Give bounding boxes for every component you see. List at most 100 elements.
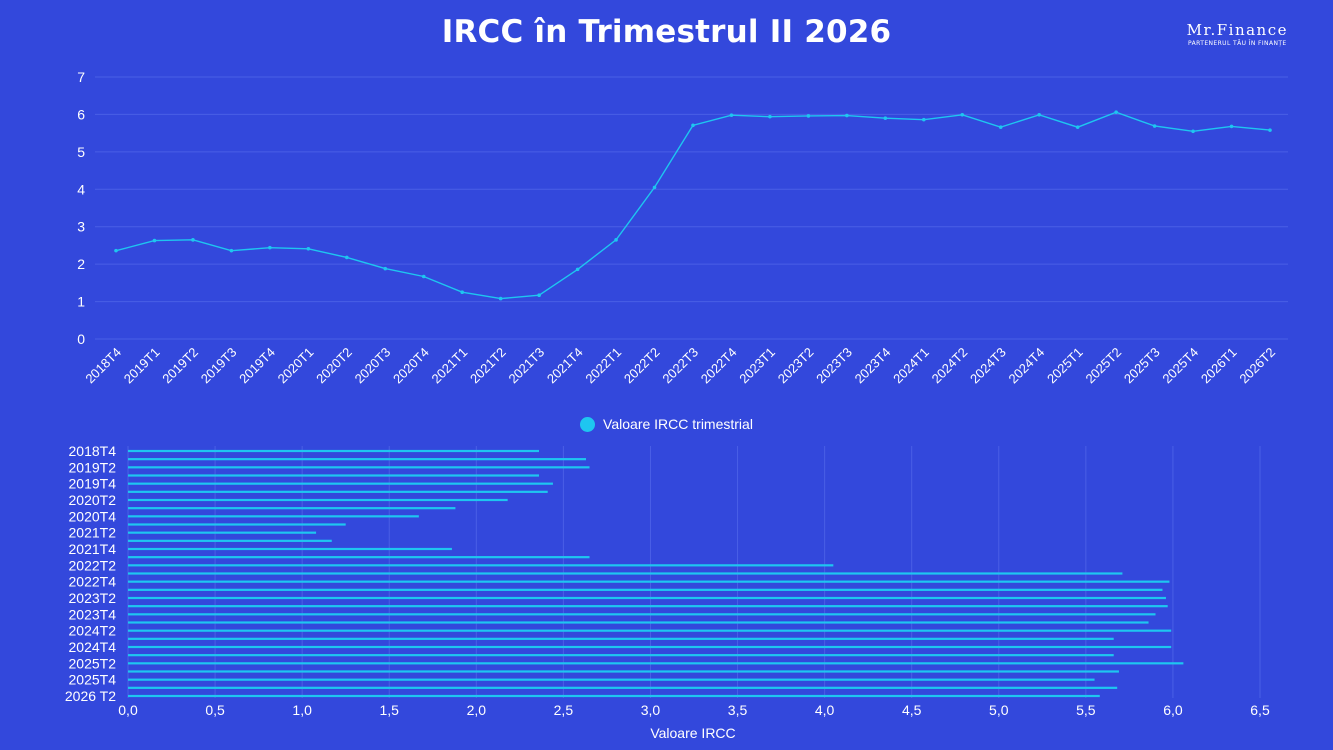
- line-data-point[interactable]: [652, 185, 657, 190]
- bar-2025T1[interactable]: [128, 654, 1114, 657]
- bar-2023T4[interactable]: [128, 613, 1156, 616]
- line-x-tick-label: 2023T4: [852, 345, 894, 387]
- bar-2020T2[interactable]: [128, 498, 508, 502]
- line-data-point[interactable]: [1037, 113, 1041, 117]
- bar-y-tick-label: 2018T4: [69, 443, 117, 459]
- line-x-tick-label: 2020T1: [275, 345, 317, 387]
- line-x-tick-label: 2020T2: [313, 345, 355, 387]
- line-data-point[interactable]: [345, 255, 349, 260]
- line-x-tick-label: 2022T4: [698, 345, 740, 387]
- bar-2024T4[interactable]: [128, 645, 1172, 649]
- bar-2026T1[interactable]: [128, 686, 1118, 689]
- bar-y-tick-label: 2020T2: [69, 492, 117, 508]
- line-series-points: [114, 110, 1272, 301]
- bar-2023T2[interactable]: [128, 596, 1166, 600]
- line-data-point[interactable]: [114, 248, 118, 253]
- line-y-tick-label: 4: [77, 181, 85, 197]
- line-x-tick-label: 2020T4: [390, 345, 432, 387]
- bar-2022T1[interactable]: [128, 556, 590, 559]
- line-x-tick-label: 2025T2: [1082, 345, 1124, 387]
- bar-2022T3[interactable]: [128, 572, 1123, 575]
- line-data-point[interactable]: [998, 125, 1003, 129]
- bar-2026T2[interactable]: [128, 694, 1100, 698]
- line-x-tick-label: 2024T1: [890, 345, 932, 387]
- line-x-tick-label: 2023T1: [736, 345, 778, 387]
- bar-2024T1[interactable]: [128, 621, 1149, 624]
- line-data-point[interactable]: [1229, 124, 1234, 129]
- line-data-point[interactable]: [1075, 125, 1080, 129]
- line-data-point[interactable]: [268, 245, 272, 250]
- line-data-point[interactable]: [883, 116, 888, 120]
- bar-y-tick-label: 2021T2: [69, 525, 117, 541]
- line-data-point[interactable]: [460, 290, 465, 295]
- bar-2021T2[interactable]: [128, 531, 317, 534]
- brand-name: Mr.Finance: [1186, 21, 1288, 39]
- line-data-point[interactable]: [1114, 110, 1118, 114]
- bar-2025T2[interactable]: [128, 662, 1184, 665]
- line-data-point[interactable]: [1268, 128, 1272, 132]
- bar-2021T4[interactable]: [128, 547, 452, 551]
- line-data-point[interactable]: [691, 123, 695, 128]
- bar-2019T3[interactable]: [128, 474, 540, 477]
- bar-2020T4[interactable]: [128, 515, 419, 518]
- bar-2025T3[interactable]: [128, 670, 1119, 673]
- chart-title: IRCC în Trimestrul II 2026: [441, 14, 892, 50]
- bar-y-tick-label: 2023T4: [69, 606, 117, 622]
- bar-2022T2[interactable]: [128, 564, 834, 567]
- line-data-point[interactable]: [383, 266, 388, 271]
- bar-2019T4[interactable]: [128, 482, 553, 485]
- line-y-tick-label: 7: [77, 69, 85, 85]
- line-data-point[interactable]: [421, 274, 426, 279]
- bar-2023T1[interactable]: [128, 588, 1163, 591]
- line-data-point[interactable]: [1191, 129, 1195, 134]
- bar-x-tick-label: 5,5: [1076, 702, 1096, 718]
- line-data-point[interactable]: [806, 114, 811, 118]
- bar-2018T4[interactable]: [128, 449, 540, 453]
- bar-2021T3[interactable]: [128, 539, 332, 542]
- bar-y-tick-label: 2024T2: [69, 623, 117, 639]
- line-data-point[interactable]: [729, 113, 734, 117]
- line-x-tick-label: 2022T3: [659, 345, 701, 387]
- bar-x-tick-label: 3,5: [728, 702, 748, 718]
- line-data-point[interactable]: [191, 238, 195, 242]
- legend-swatch: [580, 416, 596, 432]
- bar-2019T2[interactable]: [128, 466, 590, 469]
- line-x-tick-label: 2019T1: [121, 345, 163, 387]
- line-y-tick-label: 3: [77, 219, 85, 235]
- line-data-point[interactable]: [922, 117, 926, 122]
- bar-2019T1[interactable]: [128, 458, 587, 461]
- line-data-point[interactable]: [614, 238, 618, 242]
- line-data-point[interactable]: [152, 238, 157, 243]
- line-data-point[interactable]: [306, 246, 311, 251]
- bar-y-tick-label: 2025T4: [69, 672, 117, 688]
- brand-logo: Mr.Finance PARTENERUL TĂU ÎN FINANȚE: [1187, 21, 1288, 47]
- bar-2024T2[interactable]: [128, 629, 1172, 632]
- line-data-point[interactable]: [768, 114, 772, 119]
- line-data-point[interactable]: [845, 113, 849, 118]
- line-x-tick-label: 2023T3: [813, 345, 855, 387]
- line-data-point[interactable]: [960, 113, 965, 117]
- bar-2020T3[interactable]: [128, 507, 456, 510]
- bar-chart-bars: [128, 449, 1184, 698]
- bar-y-tick-label: 2020T4: [69, 508, 117, 524]
- line-x-tick-label: 2025T4: [1159, 345, 1201, 387]
- bar-2020T1[interactable]: [128, 490, 548, 493]
- bar-2025T4[interactable]: [128, 678, 1095, 681]
- line-y-tick-label: 5: [77, 144, 85, 160]
- bar-y-tick-label: 2019T4: [69, 476, 117, 492]
- line-x-tick-label: 2021T4: [544, 345, 586, 387]
- legend[interactable]: Valoare IRCC trimestrial: [0, 416, 1333, 432]
- line-x-tick-label: 2021T3: [505, 345, 547, 387]
- bar-y-tick-label: 2023T2: [69, 590, 117, 606]
- bar-y-tick-label: 2019T2: [69, 459, 117, 475]
- line-data-point[interactable]: [537, 293, 541, 298]
- line-data-point[interactable]: [229, 248, 234, 253]
- line-data-point[interactable]: [498, 296, 503, 301]
- line-data-point[interactable]: [575, 267, 580, 272]
- bar-2021T1[interactable]: [128, 523, 346, 526]
- bar-2024T3[interactable]: [128, 637, 1114, 640]
- line-data-point[interactable]: [1152, 124, 1157, 128]
- bar-2022T4[interactable]: [128, 580, 1170, 583]
- bar-2023T3[interactable]: [128, 605, 1168, 608]
